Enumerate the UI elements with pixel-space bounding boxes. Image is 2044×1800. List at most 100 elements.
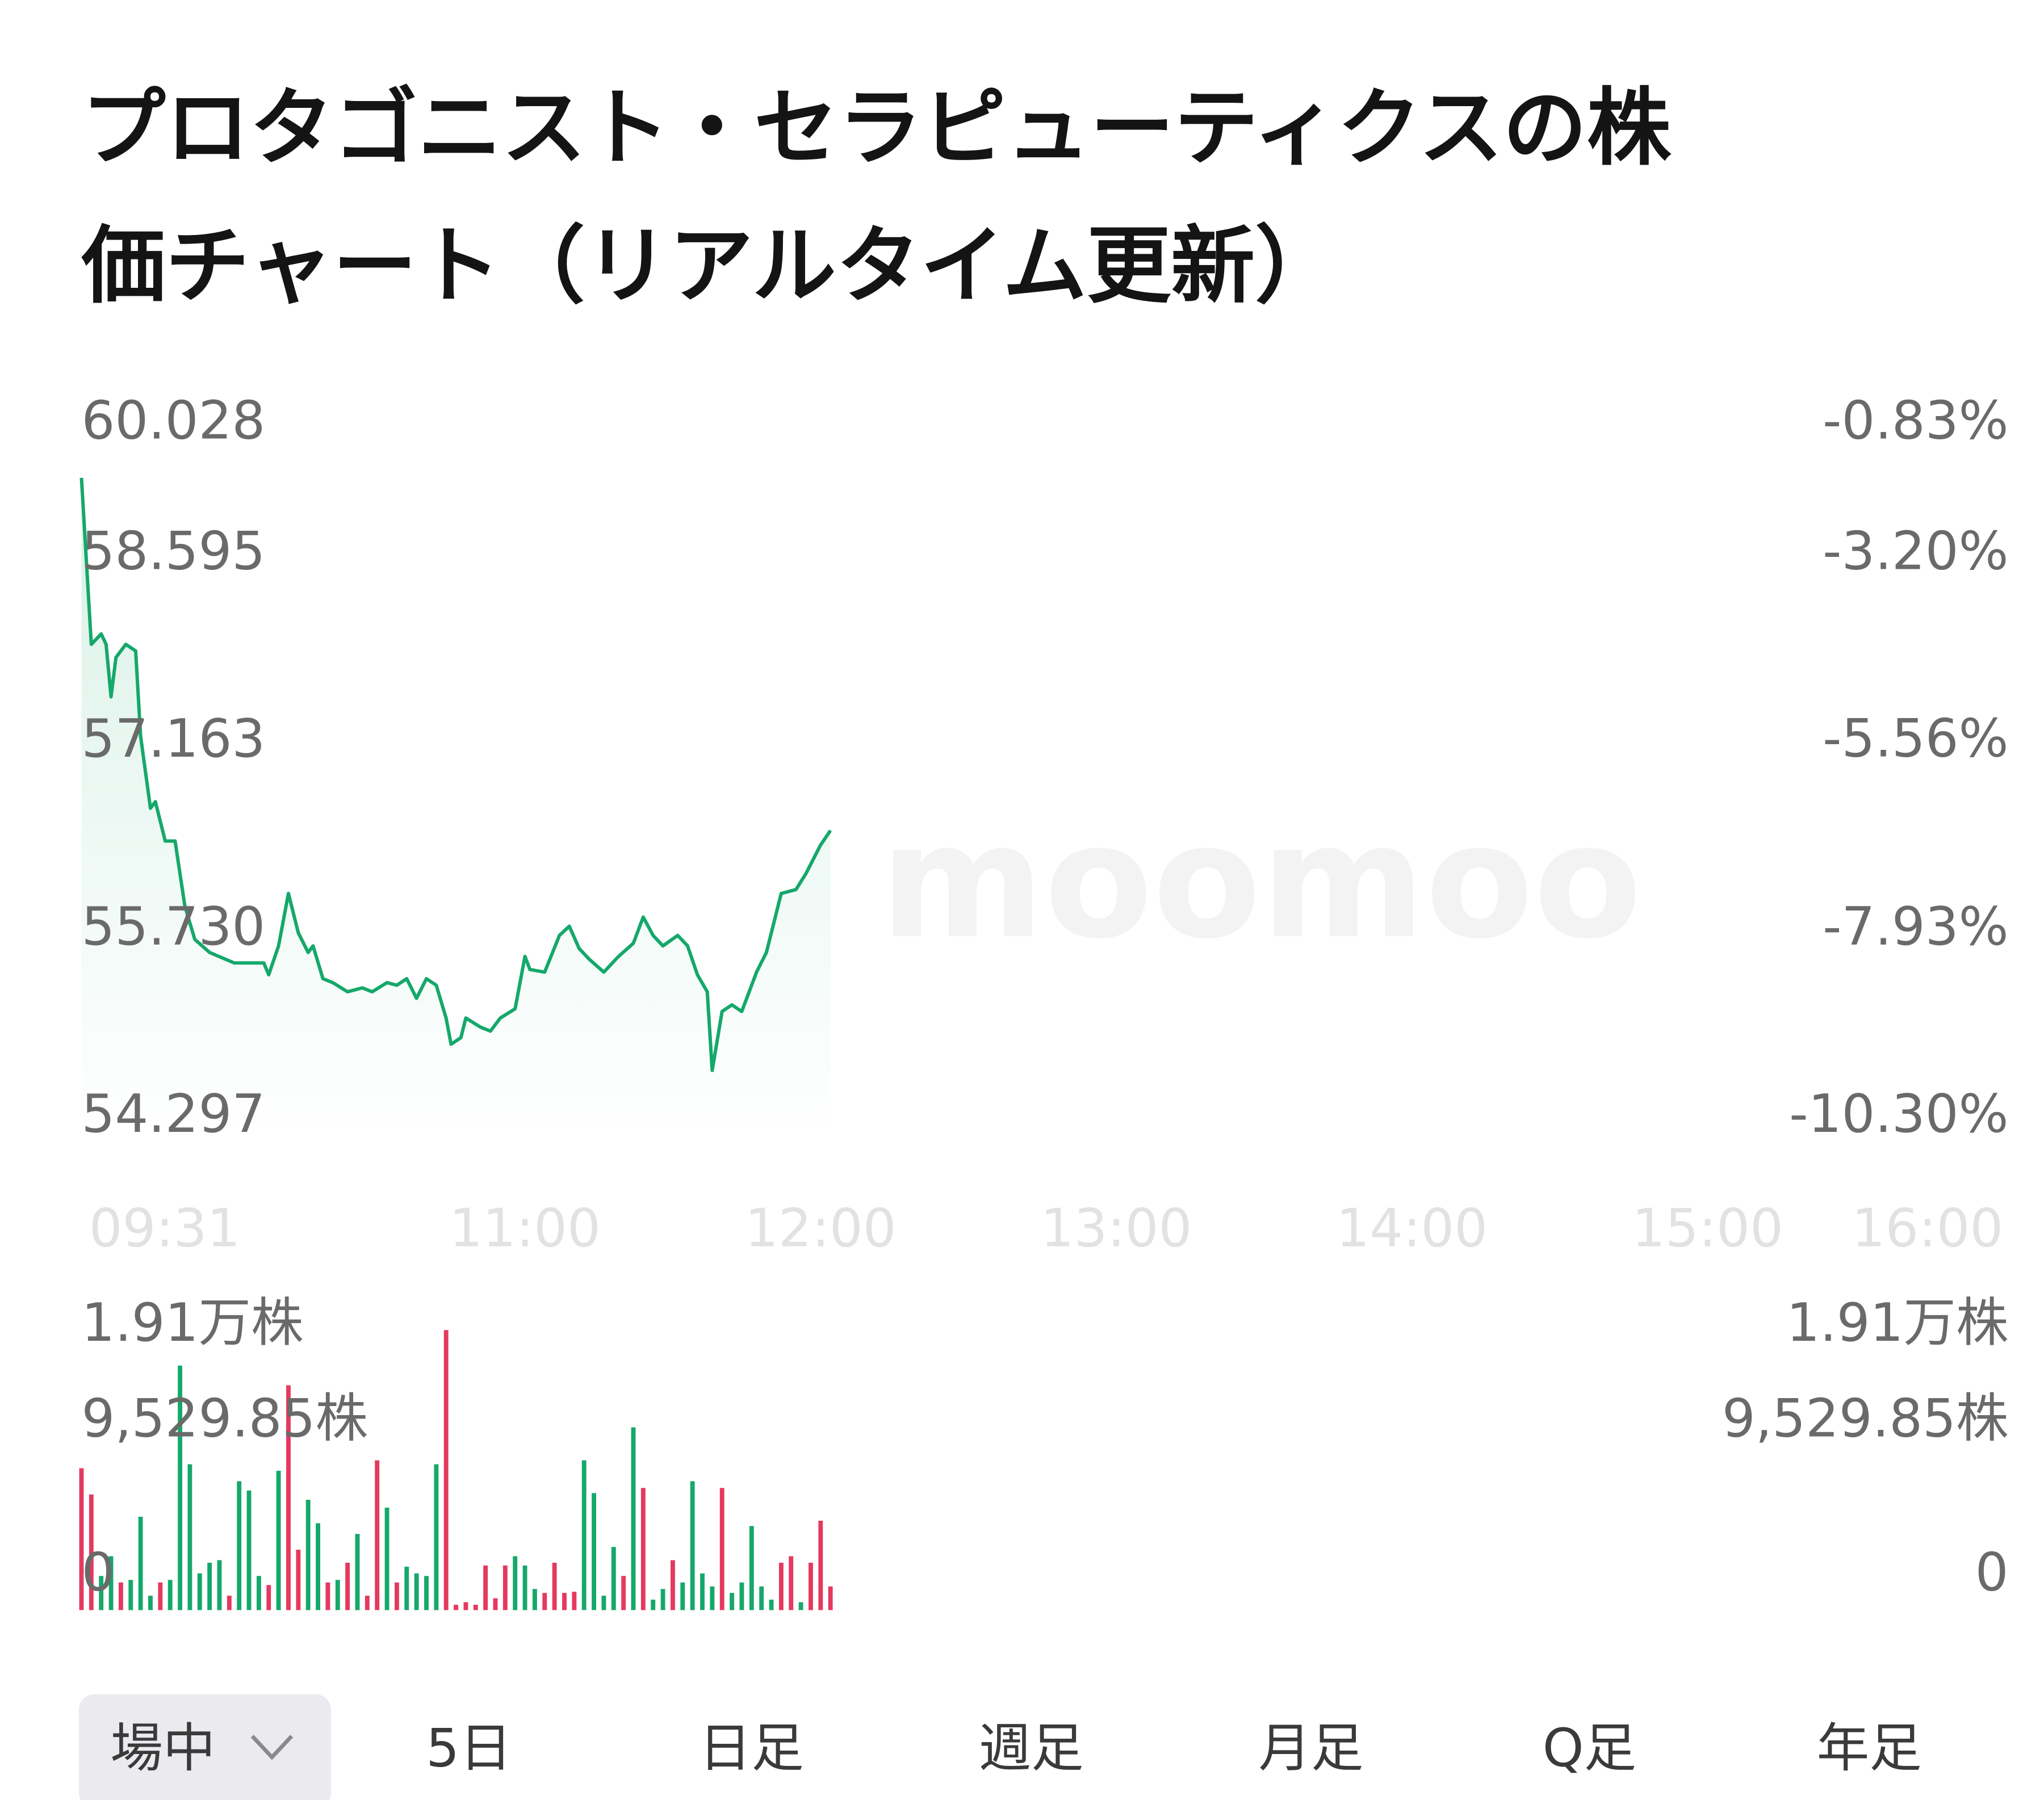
volume-bar (592, 1493, 597, 1610)
volume-bar (187, 1464, 192, 1610)
volume-bar (237, 1481, 242, 1610)
volume-bar (365, 1596, 370, 1610)
volume-bar (601, 1596, 606, 1610)
volume-bar (818, 1520, 823, 1610)
volume-bar (394, 1582, 399, 1610)
y2-tick-label: -7.93% (1823, 896, 2008, 957)
volume-bar (828, 1586, 833, 1610)
volume-bar (730, 1593, 735, 1610)
y-tick-label: 57.163 (81, 708, 265, 769)
watermark: moomoo (880, 790, 1642, 974)
volume-bar (266, 1585, 271, 1610)
volume-bar (227, 1596, 232, 1610)
y2-tick-label: -5.56% (1823, 708, 2008, 769)
volume-bar (749, 1526, 754, 1610)
volume-bar (522, 1565, 527, 1610)
volume-bar (167, 1580, 173, 1610)
volume-tick-label: 0 (81, 1542, 115, 1603)
title-line: 価チャート（リアルタイム更新） (81, 217, 1339, 314)
volume-bar (178, 1365, 182, 1610)
volume-bar (581, 1460, 587, 1610)
x-tick-label: 11:00 (449, 1198, 601, 1259)
volume-bar (690, 1481, 695, 1610)
volume-bar (680, 1582, 685, 1610)
y-tick-label: 55.730 (81, 896, 265, 957)
volume-bar (286, 1385, 291, 1610)
volume-bar (513, 1556, 518, 1610)
x-tick-label: 15:00 (1632, 1198, 1783, 1259)
volume-bar (719, 1488, 724, 1610)
y-tick-label: 58.595 (81, 520, 265, 581)
volume-bar (276, 1471, 281, 1610)
volume-bar (246, 1490, 252, 1610)
x-tick-label: 12:00 (745, 1198, 897, 1259)
volume-bar (305, 1500, 311, 1610)
volume-bar (454, 1605, 459, 1610)
volume-bar (621, 1576, 626, 1610)
volume-bar (651, 1600, 656, 1610)
period-tab[interactable]: Q足 (1543, 1718, 1636, 1779)
y2-tick-label: -0.83% (1823, 390, 2008, 451)
volume-bar (138, 1517, 143, 1610)
volume-bar (759, 1586, 764, 1610)
volume-bar (414, 1573, 419, 1610)
volume-bar (197, 1573, 202, 1610)
volume-bar (493, 1598, 498, 1610)
volume-bar (789, 1556, 794, 1610)
volume-bar (739, 1582, 744, 1610)
volume-bar (128, 1580, 133, 1610)
volume-bar (798, 1602, 803, 1610)
period-tab[interactable]: 5日 (426, 1718, 512, 1779)
volume-bar (463, 1602, 468, 1610)
x-tick-label: 09:31 (89, 1198, 241, 1259)
volume-bar (483, 1565, 488, 1610)
volume-bar (434, 1464, 439, 1610)
y-tick-label: 54.297 (81, 1083, 265, 1144)
volume-bar (375, 1460, 380, 1610)
volume-bar (256, 1576, 261, 1610)
y2-tick-label: -3.20% (1823, 520, 2008, 581)
volume-bar (325, 1582, 330, 1610)
period-tab[interactable]: 週足 (979, 1718, 1084, 1779)
volume-bar (671, 1560, 675, 1610)
volume-tick-label: 1.91万株 (81, 1292, 303, 1353)
volume-bar (532, 1589, 537, 1610)
volume-tick-label: 9,529.85株 (81, 1388, 368, 1449)
volume-bar (640, 1488, 646, 1610)
volume-bar (108, 1556, 114, 1610)
volume-bar (443, 1330, 449, 1610)
title-line: プロタゴニスト・セラピューティクスの株 (81, 79, 1672, 177)
volume-bar (769, 1600, 774, 1610)
volume-bar (217, 1560, 222, 1610)
dropdown-chevron[interactable] (250, 1735, 294, 1760)
price-area (81, 477, 831, 1140)
volume-bar (99, 1576, 104, 1610)
volume-bar (89, 1494, 94, 1610)
period-tab[interactable]: 場中 (110, 1718, 215, 1779)
volume-bar (611, 1547, 616, 1610)
volume-bar (207, 1563, 212, 1610)
volume-bar (710, 1586, 715, 1610)
volume-bar (79, 1468, 84, 1610)
volume-tick-label: 0 (1975, 1542, 2009, 1603)
volume-bar (631, 1427, 636, 1610)
volume-bar (572, 1592, 577, 1610)
volume-bar (384, 1508, 389, 1610)
volume-bar (424, 1576, 429, 1610)
volume-bar (296, 1550, 301, 1610)
x-tick-label: 14:00 (1336, 1198, 1488, 1259)
period-tab[interactable]: 月足 (1258, 1718, 1363, 1779)
volume-bar (404, 1566, 409, 1610)
price-line (79, 477, 832, 1072)
period-tab[interactable]: 日足 (699, 1718, 804, 1779)
volume-bar (316, 1523, 320, 1610)
volume-bar (660, 1589, 665, 1610)
active-tab-bg[interactable] (78, 1694, 332, 1800)
volume-bar (158, 1582, 163, 1610)
volume-bar (542, 1593, 547, 1610)
volume-bar (778, 1563, 784, 1610)
volume-bar (345, 1563, 350, 1610)
period-tab[interactable]: 年足 (1817, 1718, 1922, 1779)
